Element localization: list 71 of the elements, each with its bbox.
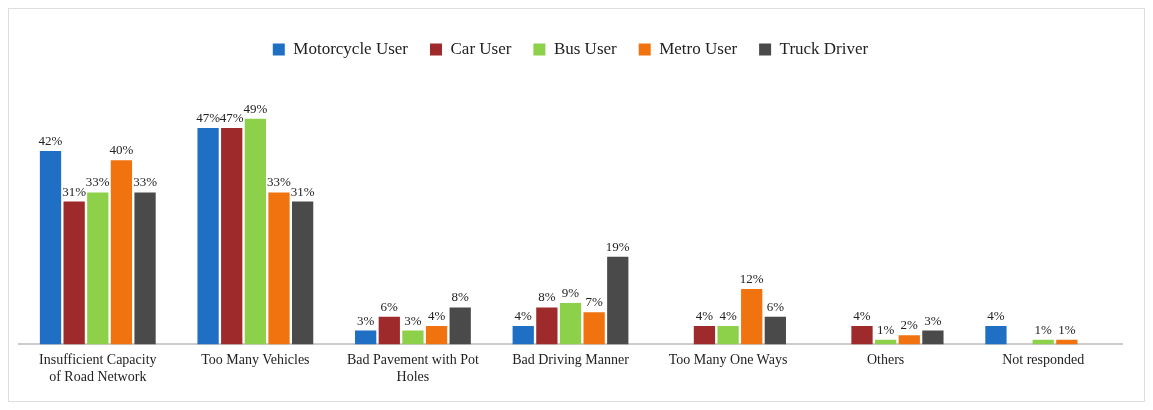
data-label: 4% bbox=[853, 307, 871, 323]
x-tick-label: Others bbox=[866, 352, 905, 368]
data-label: 4% bbox=[987, 307, 1005, 323]
bar bbox=[197, 127, 219, 345]
data-label: 9% bbox=[561, 284, 580, 300]
x-tick-label: Insufficient Capacity of Road Network bbox=[39, 352, 157, 385]
bar bbox=[87, 192, 109, 345]
bar bbox=[717, 325, 739, 345]
bar bbox=[110, 160, 133, 345]
data-label: 4% bbox=[719, 307, 737, 323]
bar bbox=[291, 201, 314, 345]
data-label: 47% bbox=[219, 109, 244, 125]
data-label: 12% bbox=[739, 271, 764, 287]
bar bbox=[425, 325, 448, 345]
data-label: 7% bbox=[585, 294, 603, 310]
data-label: 31% bbox=[290, 183, 315, 199]
bar bbox=[693, 325, 716, 345]
data-label: 40% bbox=[109, 142, 134, 158]
data-label: 3% bbox=[404, 312, 422, 328]
data-label: 1% bbox=[1058, 321, 1076, 337]
data-label: 47% bbox=[196, 109, 221, 125]
bar bbox=[449, 307, 471, 345]
legend-label: Motorcycle User bbox=[293, 38, 409, 58]
bar bbox=[985, 325, 1007, 345]
data-label: 3% bbox=[356, 312, 375, 328]
data-label: 33% bbox=[85, 174, 110, 190]
bar bbox=[512, 325, 534, 345]
bar bbox=[607, 256, 629, 345]
data-label: 1% bbox=[1034, 321, 1053, 337]
bar bbox=[741, 289, 763, 345]
legend-label: Car User bbox=[450, 38, 512, 58]
bar bbox=[922, 330, 944, 345]
bar bbox=[764, 316, 786, 345]
bar bbox=[378, 316, 400, 345]
data-label: 8% bbox=[538, 289, 556, 305]
bar bbox=[355, 330, 377, 345]
bar bbox=[536, 307, 558, 345]
bar bbox=[851, 325, 873, 345]
legend-label: Metro User bbox=[659, 38, 738, 58]
bar bbox=[221, 127, 243, 345]
legend-label: Truck Driver bbox=[779, 38, 869, 58]
bar bbox=[402, 330, 424, 345]
data-label: 6% bbox=[766, 298, 785, 314]
x-tick-label: Not responded bbox=[1002, 352, 1085, 368]
data-label: 42% bbox=[38, 132, 63, 148]
data-label: 33% bbox=[133, 174, 158, 190]
bar bbox=[898, 335, 920, 345]
x-tick-label: Bad Driving Manner bbox=[512, 352, 630, 368]
data-label: 6% bbox=[380, 298, 399, 314]
bar bbox=[268, 192, 290, 345]
data-label: 4% bbox=[427, 307, 446, 323]
x-tick-label: Too Many One Ways bbox=[668, 352, 788, 368]
data-label: 49% bbox=[243, 100, 268, 116]
legend-label: Bus User bbox=[553, 38, 618, 58]
data-label: 33% bbox=[267, 174, 292, 190]
x-tick-label: Too Many Vehicles bbox=[201, 352, 310, 368]
data-label: 4% bbox=[695, 307, 714, 323]
bar bbox=[559, 302, 582, 345]
data-label: 4% bbox=[514, 307, 533, 323]
bar bbox=[39, 150, 62, 345]
bar bbox=[63, 201, 85, 345]
bar bbox=[583, 312, 605, 345]
data-label: 31% bbox=[62, 183, 87, 199]
data-label: 8% bbox=[451, 289, 470, 305]
data-label: 19% bbox=[605, 238, 630, 254]
bar bbox=[134, 192, 156, 345]
data-label: 3% bbox=[924, 312, 942, 328]
x-tick-label: Bad Pavement with Pot Holes bbox=[347, 352, 479, 385]
data-label: 1% bbox=[876, 321, 895, 337]
bar bbox=[244, 118, 266, 345]
data-label: 2% bbox=[900, 317, 919, 333]
